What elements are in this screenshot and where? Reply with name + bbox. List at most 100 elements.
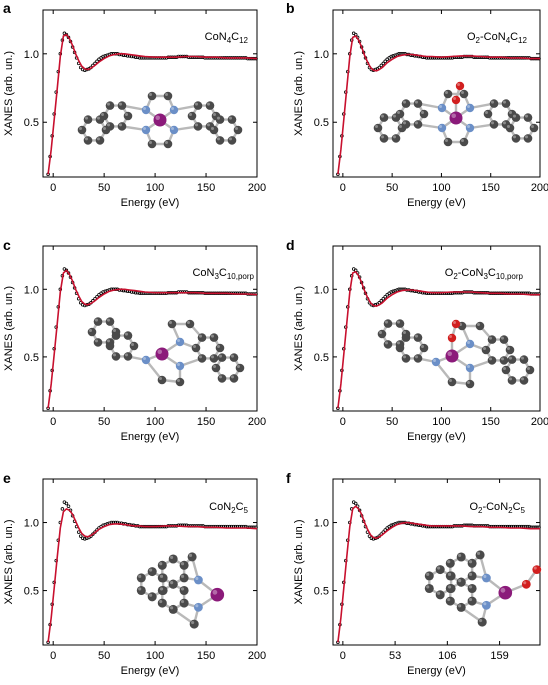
carbon-atom-highlight	[447, 585, 452, 589]
carbon-atom-highlight	[164, 140, 168, 144]
x-tick-label: 0	[50, 416, 56, 428]
title-segment: Co	[192, 267, 206, 279]
title-segment: -Co	[458, 267, 476, 279]
data-point	[369, 536, 374, 540]
carbon-atom	[391, 113, 401, 122]
carbon-atom-highlight	[414, 100, 418, 104]
carbon-atom-highlight	[466, 380, 470, 384]
y-tick-label: 1.0	[24, 284, 39, 296]
y-axis-label: XANES (arb. un.)	[3, 286, 15, 371]
x-tick-label: 50	[98, 650, 110, 662]
nitrogen-atom-highlight	[467, 341, 470, 344]
carbon-atom-highlight	[149, 593, 153, 597]
x-tick-label: 150	[197, 650, 215, 662]
carbon-atom-highlight	[396, 320, 400, 324]
CoN3C10porp-molecule	[87, 317, 245, 387]
panel-title: CoN3C10,porp	[192, 267, 254, 281]
carbon-atom-highlight	[102, 126, 107, 130]
carbon-atom-highlight	[236, 364, 240, 368]
carbon-atom	[401, 99, 411, 108]
y-tick-label: 1.0	[24, 49, 39, 61]
carbon-atom-highlight	[216, 137, 220, 141]
carbon-atom	[507, 355, 517, 364]
oxygen-atom	[532, 565, 542, 575]
x-tick-label: 100	[432, 182, 450, 194]
carbon-atom	[215, 136, 225, 145]
carbon-atom-highlight	[437, 566, 441, 570]
x-tick-label: 150	[482, 416, 500, 428]
title-subscript: 2	[231, 506, 236, 515]
title-segment: N	[500, 501, 508, 513]
title-subscript: 4	[506, 36, 511, 45]
carbon-atom-highlight	[188, 553, 193, 557]
oxygen-atom-highlight	[457, 83, 460, 86]
x-tick-label: 0	[340, 416, 346, 428]
y-tick-label: 0.5	[314, 117, 329, 129]
fit-line	[47, 508, 258, 643]
x-axis-label: Energy (eV)	[407, 197, 466, 209]
carbon-atom	[205, 101, 215, 110]
data-point	[389, 523, 393, 528]
carbon-atom-highlight	[106, 339, 111, 343]
carbon-atom-highlight	[180, 574, 185, 578]
carbon-atom-highlight	[512, 114, 516, 118]
carbon-atom	[419, 343, 429, 353]
carbon-atom-highlight	[500, 357, 504, 361]
panel-letter: c	[3, 237, 11, 253]
carbon-atom	[499, 335, 509, 344]
carbon-atom	[373, 123, 383, 133]
carbon-atom	[475, 321, 485, 331]
carbon-atom	[158, 573, 168, 583]
panel-a: a 0.5 1.0 0 50 100 150 200 Energy (eV) XANES (arb…	[3, 0, 266, 209]
title-segment: N	[207, 267, 215, 279]
carbon-atom-highlight	[159, 574, 164, 578]
data-point	[393, 53, 397, 57]
nitrogen-atom	[481, 573, 491, 583]
carbon-atom	[413, 354, 423, 363]
nitrogen-atom	[175, 337, 185, 347]
carbon-atom	[211, 363, 221, 373]
data-point	[83, 537, 87, 541]
carbon-atom	[525, 365, 535, 375]
carbon-atom-highlight	[488, 357, 492, 361]
panel-d: d 0.5 1.0 0 50 100 150 200 Energy (eV) XANES (arb…	[286, 237, 548, 443]
carbon-atom	[185, 319, 195, 329]
carbon-atom-highlight	[508, 356, 512, 360]
carbon-atom	[235, 363, 245, 373]
carbon-atom	[147, 567, 157, 577]
carbon-atom	[93, 338, 103, 347]
x-axis-label: Energy (eV)	[121, 197, 180, 209]
nitrogen-atom	[169, 125, 179, 135]
carbon-atom-highlight	[212, 112, 216, 117]
carbon-atom	[87, 327, 97, 337]
oxygen-atom-highlight	[453, 321, 456, 324]
x-tick-label: 0	[50, 650, 56, 662]
carbon-atom	[117, 101, 127, 110]
carbon-atom-highlight	[460, 90, 464, 95]
panel-letter: d	[286, 237, 295, 253]
carbon-atom-highlight	[78, 126, 83, 130]
oxygen-atom-highlight	[449, 335, 452, 338]
carbon-atom	[379, 113, 389, 122]
carbon-atom	[101, 125, 111, 135]
carbon-atom	[136, 585, 146, 596]
x-tick-label: 100	[146, 416, 164, 428]
carbon-atom	[191, 343, 201, 353]
title-segment: O	[469, 501, 478, 513]
title-subscript: 4	[227, 36, 232, 45]
plot-frame	[42, 245, 258, 412]
carbon-atom	[523, 134, 533, 143]
carbon-atom	[459, 137, 469, 147]
title-segment: C	[236, 501, 244, 513]
carbon-atom-highlight	[180, 562, 185, 566]
carbon-atom-highlight	[124, 112, 128, 117]
carbon-atom-highlight	[526, 366, 530, 370]
carbon-atom-highlight	[476, 322, 480, 326]
title-subscript: 2	[478, 506, 483, 515]
x-tick-label: 0	[340, 650, 346, 662]
carbon-atom-highlight	[506, 346, 510, 350]
title-segment: C	[231, 31, 239, 43]
carbon-atom-highlight	[194, 123, 198, 127]
oxygen-atom-highlight	[453, 97, 456, 100]
carbon-atom-highlight	[426, 585, 430, 589]
